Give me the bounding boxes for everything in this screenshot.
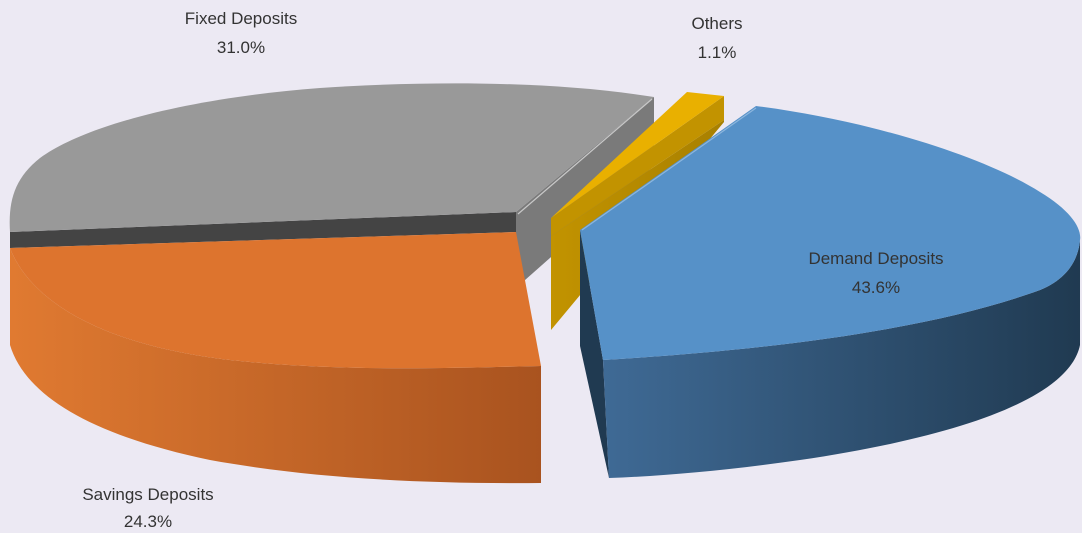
slice-fixed-deposits-side [10, 212, 516, 248]
slice-demand-deposits-side [603, 240, 1080, 478]
slice-demand-deposits-edge [581, 107, 757, 231]
label-savings-deposits-name: Savings Deposits [82, 485, 213, 504]
slice-demand-deposits-cut [580, 230, 609, 478]
label-others: Others 1.1% [691, 14, 742, 62]
slice-demand-deposits-top [580, 106, 1081, 360]
slice-fixed-deposits-top [9, 83, 654, 232]
label-demand-deposits: Demand Deposits 43.6% [808, 249, 943, 297]
label-others-name: Others [691, 14, 742, 33]
label-others-value: 1.1% [698, 43, 737, 62]
slice-savings-deposits [10, 232, 541, 484]
label-fixed-deposits-value: 31.0% [217, 38, 265, 57]
slice-others-top [551, 92, 724, 218]
slice-fixed-deposits-edge [517, 98, 653, 215]
label-demand-deposits-value: 43.6% [852, 278, 900, 297]
slice-demand-deposits [580, 106, 1081, 478]
label-savings-deposits-value: 24.3% [124, 512, 172, 531]
slice-others-cut [551, 96, 724, 236]
slice-savings-deposits-side [10, 248, 541, 484]
label-savings-deposits: Savings Deposits 24.3% [82, 485, 213, 531]
label-demand-deposits-name: Demand Deposits [808, 249, 943, 268]
label-fixed-deposits: Fixed Deposits 31.0% [185, 9, 297, 57]
label-fixed-deposits-name: Fixed Deposits [185, 9, 297, 28]
slice-savings-deposits-top [10, 232, 541, 369]
slice-fixed-deposits [9, 83, 654, 288]
